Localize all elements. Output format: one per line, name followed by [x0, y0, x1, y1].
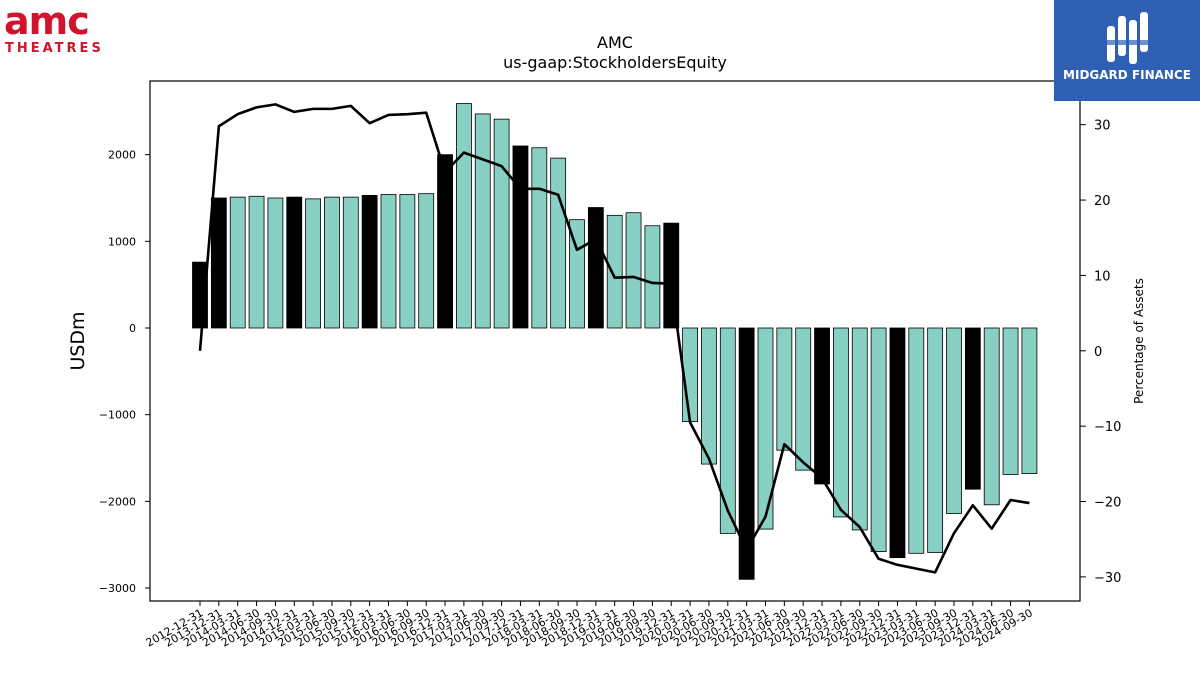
amc-theatres-logo: amc THEATRES [4, 4, 104, 56]
bar-2016-03-31 [380, 194, 397, 329]
bars-group [192, 103, 1038, 580]
bar-2022-06-30 [851, 327, 868, 531]
y2-tick-label: 30 [1094, 119, 1111, 134]
bar-2017-12-31 [512, 145, 529, 329]
y2-tick-label: −10 [1094, 420, 1121, 435]
bar-2021-09-30 [795, 327, 812, 471]
chart-title: AMC [597, 33, 633, 52]
bar-2024-09-30 [1021, 327, 1038, 475]
bar-2024-06-30 [1002, 327, 1019, 475]
y-tick-label: −1000 [99, 409, 136, 422]
bar-2020-12-31 [738, 327, 755, 580]
bar-2020-09-30 [719, 327, 736, 534]
bar-2024-03-31 [983, 327, 1000, 506]
bar-2016-06-30 [399, 194, 416, 329]
y2-axis-label: Percentage of Assets [1132, 278, 1146, 404]
bar-2022-09-30 [870, 327, 887, 553]
bar-2018-03-31 [531, 147, 548, 329]
y-axis-label: USDm [67, 311, 89, 370]
line-group [198, 103, 1030, 574]
y-axis-right: −30 −20 −10 0 10 20 30 [1080, 119, 1121, 586]
midgard-finance-logo: MIDGARD FINANCE [1054, 0, 1200, 101]
bar-2015-06-30 [324, 196, 340, 329]
percentage-of-assets-line [198, 103, 1030, 574]
bar-2014-12-31 [286, 196, 303, 329]
bar-2023-03-31 [908, 327, 925, 554]
y-tick-label: 2000 [108, 149, 136, 162]
bar-2019-03-31 [606, 214, 623, 329]
bar-2019-12-31 [663, 222, 680, 329]
bar-2017-03-31 [455, 103, 472, 329]
bar-2018-06-30 [550, 157, 567, 329]
y-axis-left: −3000 −2000 −1000 0 1000 2000 [99, 149, 150, 595]
x-axis: 2012-12-312013-12-312014-03-312014-06-30… [144, 601, 1035, 650]
bar-2021-03-31 [757, 327, 774, 530]
bar-2017-06-30 [474, 113, 491, 329]
bar-2019-06-30 [625, 212, 642, 329]
y2-tick-label: −20 [1094, 496, 1121, 511]
y2-tick-label: −30 [1094, 571, 1121, 586]
bar-2015-03-31 [305, 198, 322, 329]
bar-2014-09-30 [267, 197, 284, 329]
midgard-logo-text: MIDGARD FINANCE [1063, 68, 1191, 82]
bar-2016-09-30 [418, 193, 435, 329]
bar-2023-12-31 [964, 327, 981, 490]
y-tick-label: −2000 [99, 495, 136, 508]
bar-2017-09-30 [493, 118, 510, 329]
y-tick-label: 0 [129, 322, 136, 335]
bar-2020-06-30 [701, 327, 717, 465]
bar-2018-12-31 [587, 207, 604, 329]
bar-2014-06-30 [248, 195, 265, 329]
chart-subtitle: us-gaap:StockholdersEquity [503, 53, 727, 72]
amc-logo-small: THEATRES [5, 41, 104, 56]
y2-tick-label: 20 [1094, 194, 1111, 209]
bar-2023-09-30 [946, 327, 962, 514]
y2-tick-label: 10 [1094, 269, 1111, 284]
y-tick-label: 1000 [108, 235, 136, 248]
y-tick-label: −3000 [99, 582, 136, 595]
bar-2022-12-31 [889, 327, 906, 559]
bar-2021-06-30 [776, 327, 793, 451]
bar-2015-12-31 [361, 194, 378, 329]
amc-logo-big: amc [4, 4, 89, 43]
bar-2023-06-30 [927, 327, 944, 553]
bar-2014-03-31 [229, 196, 246, 329]
midgard-emblem-icon [1103, 12, 1153, 64]
bar-2019-09-30 [644, 225, 661, 329]
bar-2022-03-31 [833, 327, 849, 518]
bar-2015-09-30 [342, 196, 359, 329]
bar-2021-12-31 [814, 327, 830, 485]
bar-2016-12-31 [437, 154, 453, 329]
bar-2013-12-31 [210, 197, 227, 329]
y2-tick-label: 0 [1094, 345, 1102, 360]
